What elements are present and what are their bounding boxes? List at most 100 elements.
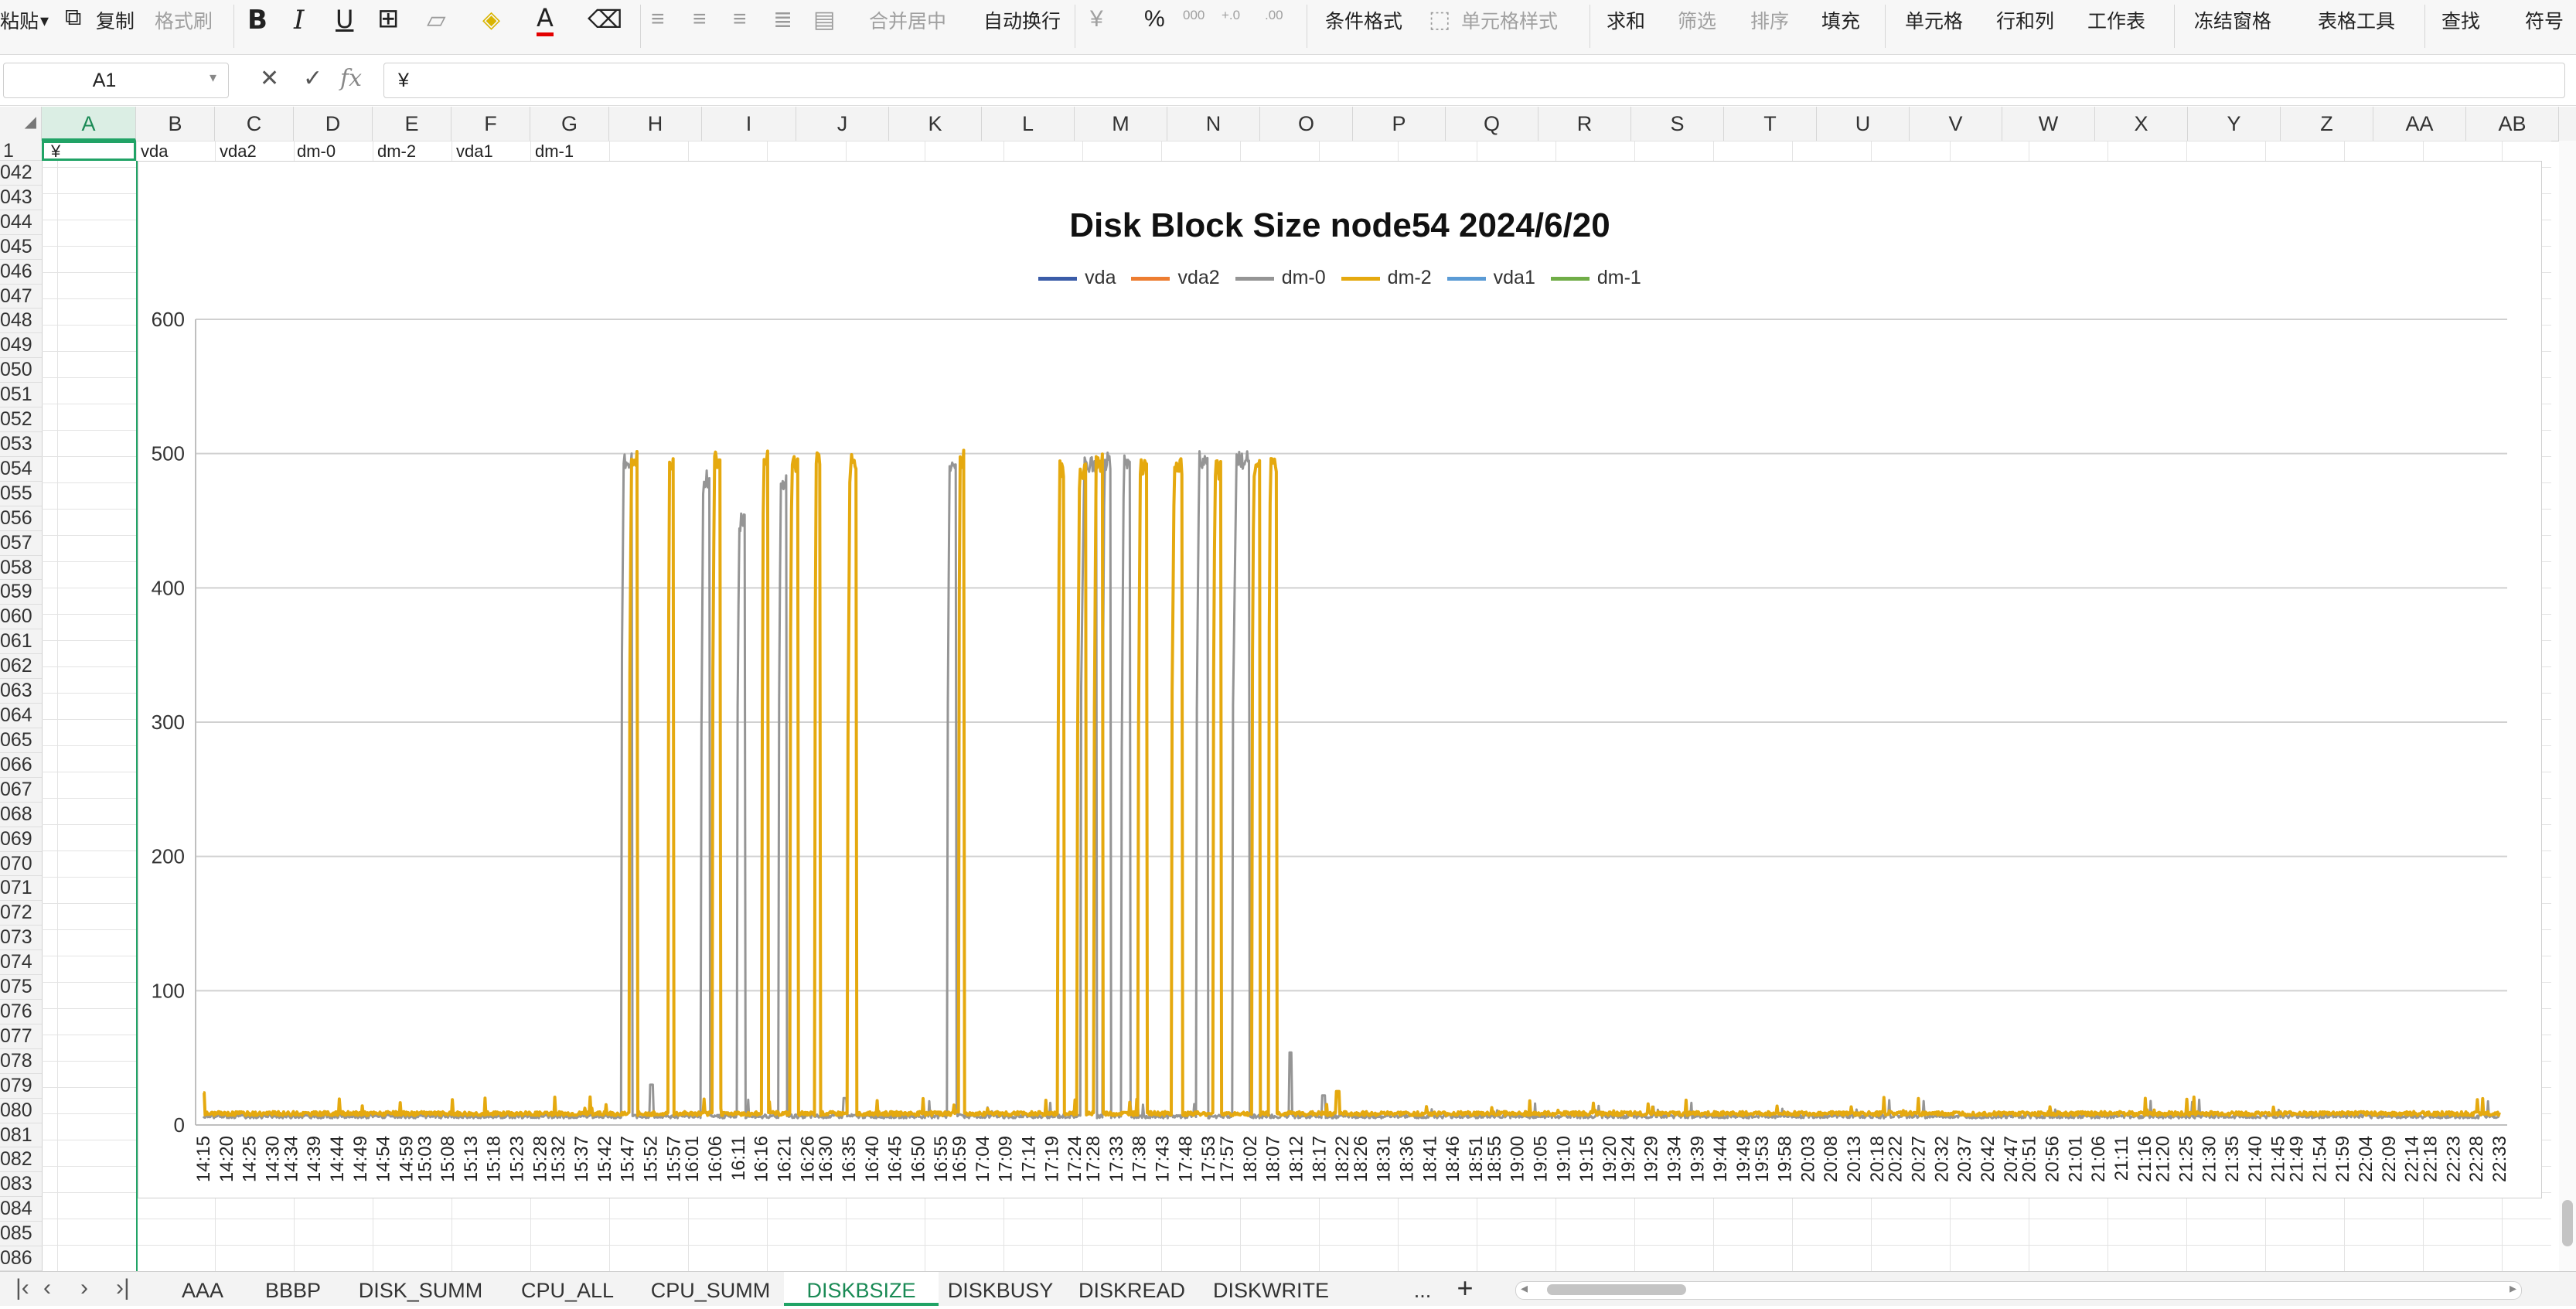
column-header-e[interactable]: E	[373, 107, 451, 141]
column-header-n[interactable]: N	[1167, 107, 1260, 141]
eraser-icon[interactable]: ⌫	[588, 5, 623, 33]
row-header[interactable]: 083	[0, 1172, 42, 1198]
column-header-l[interactable]: L	[982, 107, 1075, 141]
function-icon[interactable]: fx	[340, 65, 363, 92]
column-header-r[interactable]: R	[1538, 107, 1631, 141]
find-button[interactable]: 查找	[2441, 11, 2481, 32]
column-header-v[interactable]: V	[1910, 107, 2002, 141]
chart-object[interactable]: Disk Block Size node54 2024/6/20 vda vda2…	[138, 161, 2542, 1198]
row-header[interactable]: 080	[0, 1099, 42, 1123]
first-sheet-icon[interactable]: |‹	[15, 1275, 29, 1300]
column-header-b[interactable]: B	[136, 107, 215, 141]
italic-button[interactable]: I	[294, 5, 305, 36]
column-header-d[interactable]: D	[294, 107, 373, 141]
bold-button[interactable]: B	[247, 5, 267, 36]
thousands-button[interactable]: 000	[1183, 8, 1205, 22]
column-header-s[interactable]: S	[1631, 107, 1724, 141]
confirm-icon[interactable]: ✓	[303, 66, 323, 91]
scroll-thumb[interactable]	[1547, 1284, 1686, 1295]
prev-sheet-icon[interactable]: ‹	[43, 1275, 51, 1300]
row-header[interactable]: 065	[0, 728, 42, 753]
row-header[interactable]: 057	[0, 531, 42, 556]
row-header[interactable]: 085	[0, 1222, 42, 1247]
column-header-f[interactable]: F	[451, 107, 530, 141]
column-header-t[interactable]: T	[1724, 107, 1817, 141]
align-center-icon[interactable]: ≡	[693, 6, 707, 32]
distribute-icon[interactable]: ▤	[813, 7, 836, 32]
column-header-a[interactable]: A	[42, 107, 136, 141]
cell-b1[interactable]: vda	[141, 141, 169, 161]
sheet-tab-aaa[interactable]: AAA	[181, 1279, 224, 1302]
row-header[interactable]: 043	[0, 186, 42, 210]
row-header[interactable]: 046	[0, 260, 42, 285]
column-header-u[interactable]: U	[1817, 107, 1910, 141]
justify-icon[interactable]: ≣	[773, 7, 793, 32]
cell-style-button[interactable]: 单元格样式	[1461, 11, 1559, 32]
sheet-tab-diskwrite[interactable]: DISKWRITE	[1212, 1279, 1329, 1302]
row-header[interactable]: 059	[0, 580, 42, 605]
sheet-tab-diskbusy[interactable]: DISKBUSY	[947, 1279, 1054, 1302]
cell-style-icon[interactable]: ▱	[427, 5, 446, 33]
copy-icon[interactable]: ⧉	[65, 5, 82, 30]
row-header[interactable]: 073	[0, 926, 42, 951]
column-header-p[interactable]: P	[1353, 107, 1446, 141]
row-header[interactable]: 067	[0, 778, 42, 803]
column-header-q[interactable]: Q	[1446, 107, 1538, 141]
cancel-icon[interactable]: ✕	[260, 66, 280, 91]
filter-button[interactable]: 筛选	[1678, 11, 1717, 32]
font-color-button[interactable]: A	[537, 3, 554, 36]
paste-button[interactable]: 粘贴	[0, 11, 39, 32]
sheet-tab-diskread[interactable]: DISKREAD	[1078, 1279, 1186, 1302]
column-header-c[interactable]: C	[215, 107, 294, 141]
column-header-m[interactable]: M	[1075, 107, 1167, 141]
vertical-scrollbar[interactable]	[2559, 141, 2576, 1271]
row-header[interactable]: 070	[0, 852, 42, 877]
row-header[interactable]: 062	[0, 654, 42, 680]
column-header-y[interactable]: Y	[2188, 107, 2281, 141]
sum-button[interactable]: 求和	[1607, 11, 1646, 32]
column-header-k[interactable]: K	[889, 107, 982, 141]
row-header[interactable]: 1	[0, 141, 42, 161]
row-header[interactable]: 056	[0, 506, 42, 531]
increase-decimal-button[interactable]: +.0	[1222, 8, 1241, 22]
row-header[interactable]: 084	[0, 1197, 42, 1222]
copy-button[interactable]: 复制	[96, 11, 135, 32]
cell-c1[interactable]: vda2	[220, 141, 257, 161]
more-sheets-button[interactable]: ...	[1413, 1279, 1432, 1302]
table-tools-button[interactable]: 表格工具	[2318, 11, 2396, 32]
row-header[interactable]: 050	[0, 358, 42, 383]
row-header[interactable]: 082	[0, 1147, 42, 1173]
currency-button[interactable]: ¥	[1090, 6, 1103, 32]
decrease-decimal-button[interactable]: .00	[1265, 8, 1283, 22]
cell-e1[interactable]: dm-2	[377, 141, 417, 161]
next-sheet-icon[interactable]: ›	[80, 1275, 88, 1300]
row-header[interactable]: 061	[0, 629, 42, 655]
cell-style-icon[interactable]: ⬚	[1429, 7, 1451, 32]
row-header[interactable]: 075	[0, 975, 42, 1000]
merge-center-button[interactable]: 合并居中	[869, 11, 947, 32]
cell-button[interactable]: 单元格	[1905, 11, 1964, 32]
sheet-tab-cpu-summ[interactable]: CPU_SUMM	[650, 1279, 771, 1302]
underline-button[interactable]: U	[336, 5, 354, 34]
row-header[interactable]: 042	[0, 161, 42, 186]
row-header[interactable]: 063	[0, 679, 42, 704]
row-header[interactable]: 086	[0, 1246, 42, 1271]
row-header[interactable]: 055	[0, 482, 42, 506]
row-header[interactable]: 051	[0, 383, 42, 408]
formula-input[interactable]: ¥	[383, 63, 2565, 98]
column-header-aa[interactable]: AA	[2373, 107, 2466, 141]
last-sheet-icon[interactable]: ›|	[116, 1275, 130, 1300]
add-sheet-button[interactable]: +	[1457, 1272, 1474, 1304]
worksheet-button[interactable]: 工作表	[2087, 11, 2146, 32]
cell-d1[interactable]: dm-0	[297, 141, 336, 161]
sheet-tab-bbbp[interactable]: BBBP	[264, 1279, 322, 1302]
format-painter-button[interactable]: 格式刷	[155, 11, 213, 32]
column-header-h[interactable]: H	[609, 107, 702, 141]
row-header[interactable]: 068	[0, 803, 42, 827]
row-header[interactable]: 047	[0, 285, 42, 309]
column-header-o[interactable]: O	[1260, 107, 1353, 141]
row-header[interactable]: 058	[0, 556, 42, 581]
align-left-icon[interactable]: ≡	[651, 6, 665, 32]
row-header[interactable]: 060	[0, 605, 42, 630]
sheet-tab-cpu-all[interactable]: CPU_ALL	[520, 1279, 615, 1302]
